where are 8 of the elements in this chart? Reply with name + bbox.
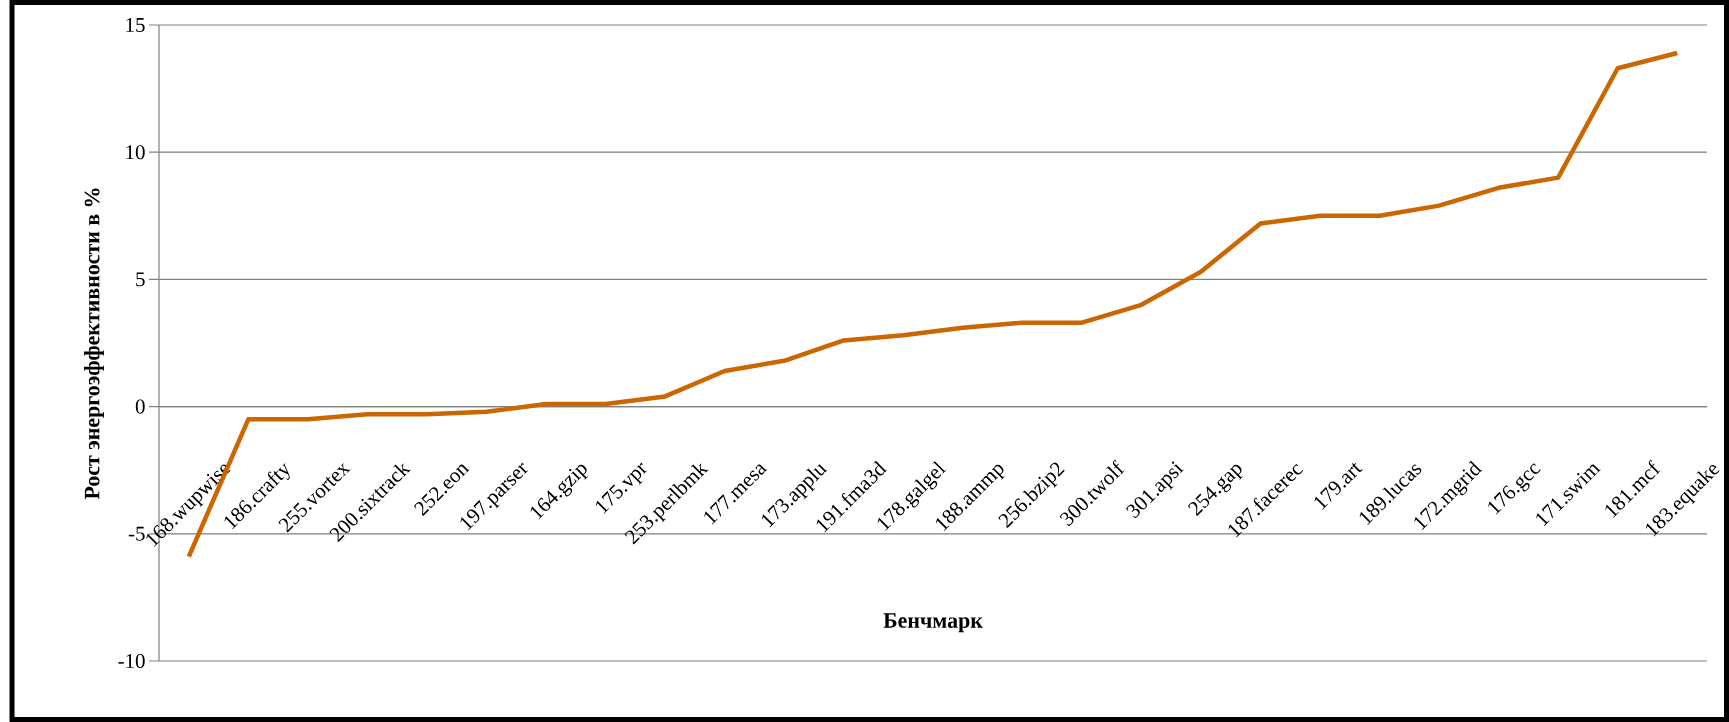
y-tick-label: 15 [126, 17, 145, 32]
y-tick-label: 0 [135, 399, 145, 414]
y-tick-label: -10 [118, 653, 145, 669]
x-axis-title: Бенчмарк [883, 613, 983, 633]
y-tick-label: 10 [126, 145, 145, 160]
y-axis-title: Рост энергоэффективности в % [84, 188, 104, 500]
y-tick-label: 5 [136, 272, 145, 287]
y-tick-label: -5 [128, 526, 145, 541]
